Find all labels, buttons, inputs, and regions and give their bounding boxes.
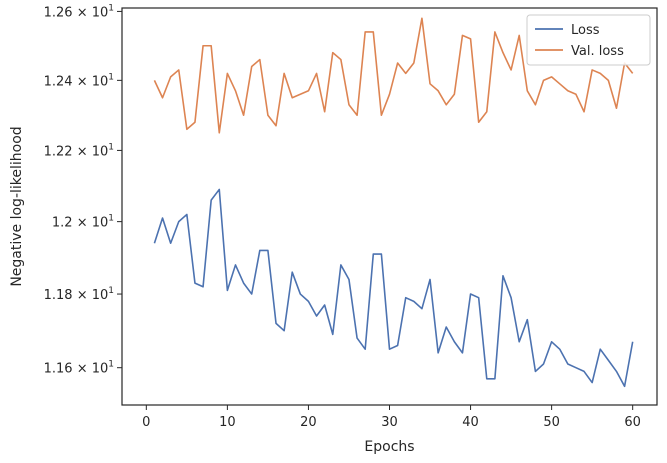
y-tick-times-ten: × 10 xyxy=(73,144,109,159)
x-tick-label: 20 xyxy=(300,415,317,430)
y-tick-mantissa: 1.18 xyxy=(44,288,73,303)
y-tick-label: 1.24 × 101 xyxy=(44,72,114,89)
series-line-val-loss xyxy=(153,17,634,134)
y-axis-title: Negative log-likelihood xyxy=(9,126,25,286)
y-tick-exponent: 1 xyxy=(108,72,114,82)
legend: Loss Val. loss xyxy=(526,14,651,66)
x-tick-label: 0 xyxy=(142,415,150,430)
y-tick-exponent: 1 xyxy=(108,142,114,152)
y-tick-mantissa: 1.24 xyxy=(44,74,73,89)
y-tick-times-ten: × 10 xyxy=(73,5,109,20)
x-tick-label: 30 xyxy=(381,415,398,430)
y-tick-mantissa: 1.16 xyxy=(44,362,73,377)
legend-box xyxy=(526,14,651,66)
x-axis-title: Epochs xyxy=(364,439,414,455)
x-axis: 0 10 20 30 40 50 60 xyxy=(142,405,641,430)
y-tick-exponent: 1 xyxy=(108,214,114,224)
x-tick-label: 60 xyxy=(624,415,641,430)
legend-label: Val. loss xyxy=(571,44,624,59)
legend-label: Loss xyxy=(571,23,600,38)
x-tick-label: 50 xyxy=(543,415,560,430)
axes-frame xyxy=(121,7,658,406)
y-tick-mantissa: 1.22 xyxy=(44,144,73,159)
y-tick-exponent: 1 xyxy=(108,3,114,13)
y-tick-exponent: 1 xyxy=(108,360,114,370)
y-tick-times-ten: × 10 xyxy=(73,362,109,377)
x-tick-label: 40 xyxy=(462,415,479,430)
y-tick-mantissa: 1.2 xyxy=(52,216,73,231)
y-tick-label: 1.18 × 101 xyxy=(44,286,114,303)
y-tick-label: 1.2 × 101 xyxy=(52,214,114,231)
x-tick-label: 10 xyxy=(219,415,236,430)
y-tick-times-ten: × 10 xyxy=(73,74,109,89)
y-tick-times-ten: × 10 xyxy=(73,216,109,231)
y-tick-mantissa: 1.26 xyxy=(44,5,73,20)
y-tick-label: 1.26 × 101 xyxy=(44,3,114,20)
y-tick-label: 1.16 × 101 xyxy=(44,360,114,377)
y-tick-label: 1.22 × 101 xyxy=(44,142,114,159)
y-tick-exponent: 1 xyxy=(108,286,114,296)
y-tick-times-ten: × 10 xyxy=(73,288,109,303)
plot-area xyxy=(153,17,634,388)
series-line-loss xyxy=(153,188,634,388)
